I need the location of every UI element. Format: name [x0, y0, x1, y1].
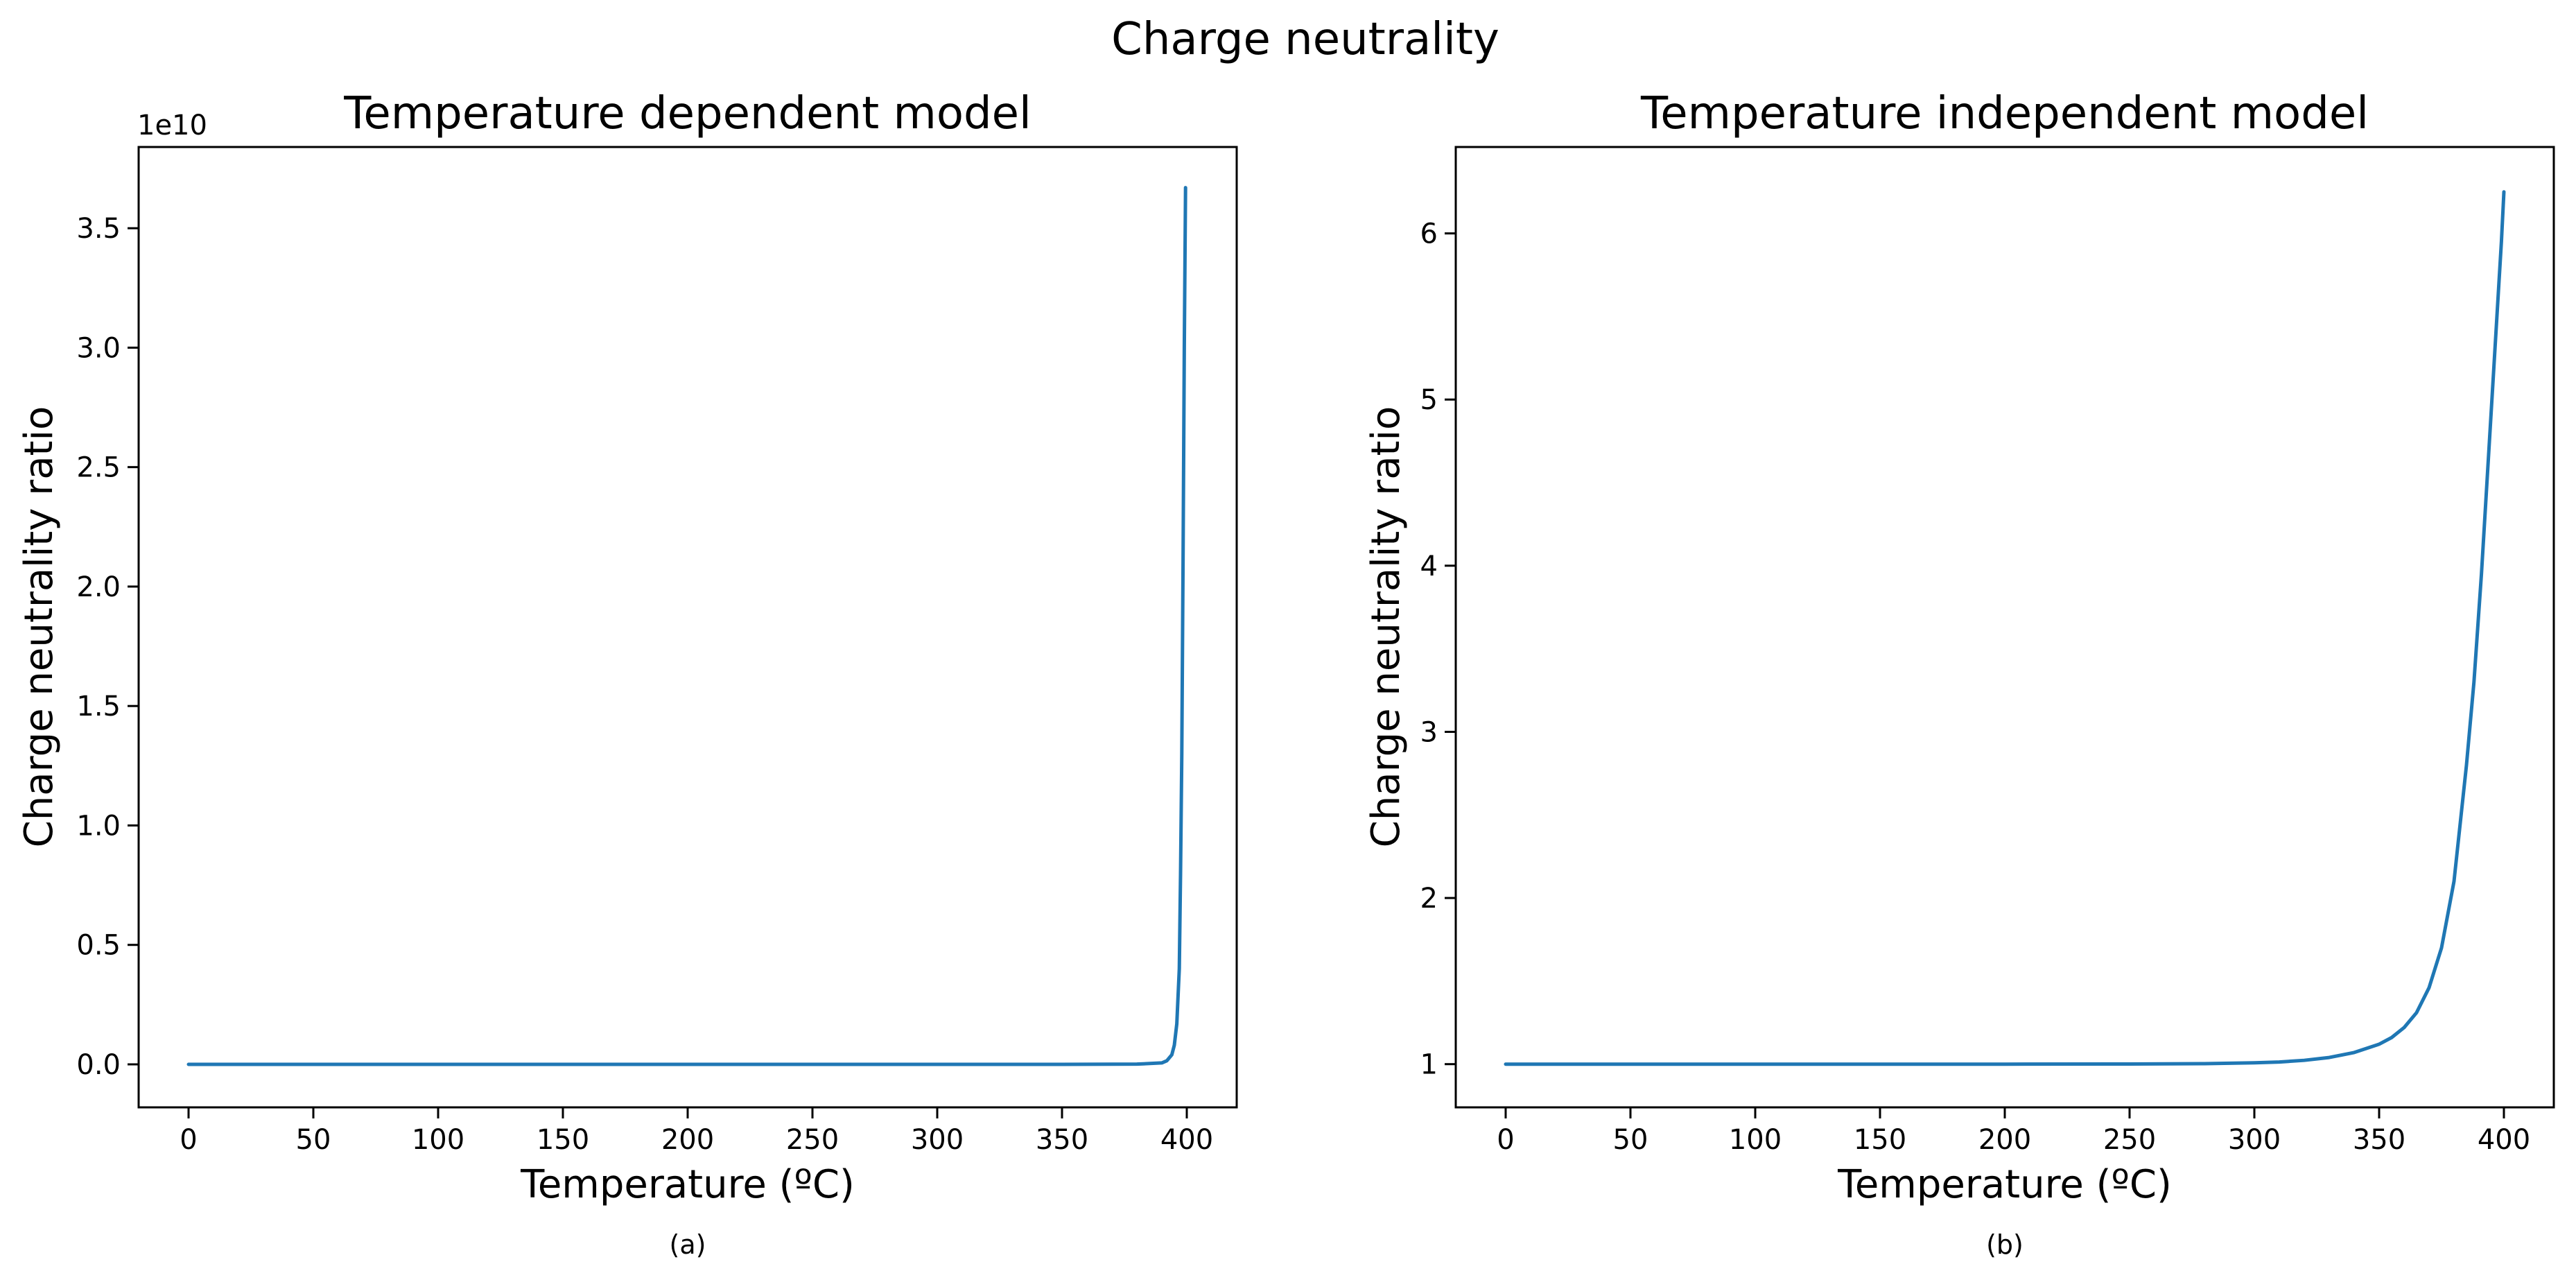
- y-ticks: 1 2 3 4 5 6: [1420, 218, 1456, 1081]
- x-axis-label: Temperature (ºC): [1837, 1162, 2172, 1207]
- x-tick-label: 150: [1854, 1124, 1906, 1156]
- y-offset-label: 1e10: [137, 110, 207, 141]
- x-tick-label: 0: [1497, 1124, 1514, 1156]
- x-ticks: 0 50 100 150 200 250 300 350 400: [180, 1107, 1213, 1156]
- x-tick-label: 300: [911, 1124, 964, 1156]
- x-tick-label: 200: [1978, 1124, 2031, 1156]
- series-line: [1504, 190, 2506, 1066]
- y-tick-label: 3.5: [76, 213, 121, 245]
- y-tick-label: 2.5: [76, 452, 121, 484]
- x-tick-label: 350: [2353, 1124, 2405, 1156]
- x-tick-label: 50: [296, 1124, 331, 1156]
- panel-temperature-dependent: 0 50 100 150 200 250 300 350 400 0.0 0.5 1.0 1.5 2.0…: [17, 88, 1238, 1260]
- panel-caption: (a): [670, 1229, 706, 1260]
- panel-temperature-independent: 0 50 100 150 200 250 300 350 400 1 2 3 4 5 6 Temperat…: [1364, 88, 2555, 1260]
- y-tick-label: 1.5: [76, 691, 121, 723]
- series-curves: [186, 186, 1187, 1066]
- y-tick-label: 0.5: [76, 930, 121, 962]
- x-tick-label: 350: [1036, 1124, 1088, 1156]
- y-tick-label: 1.0: [76, 810, 121, 842]
- y-tick-label: 1: [1420, 1049, 1438, 1081]
- y-tick-label: 2.0: [76, 571, 121, 603]
- y-axis-label: Charge neutrality ratio: [17, 406, 62, 848]
- y-ticks: 0.0 0.5 1.0 1.5 2.0 2.5 3.0 3.5: [76, 213, 139, 1081]
- x-tick-label: 200: [661, 1124, 714, 1156]
- x-ticks: 0 50 100 150 200 250 300 350 400: [1497, 1107, 2530, 1156]
- x-tick-label: 400: [2478, 1124, 2530, 1156]
- x-tick-label: 50: [1613, 1124, 1648, 1156]
- plot-area-frame: [1454, 146, 2555, 1109]
- y-tick-label: 4: [1420, 551, 1438, 582]
- x-axis-label: Temperature (ºC): [520, 1162, 855, 1207]
- series-line: [186, 186, 1187, 1066]
- y-tick-label: 5: [1420, 384, 1438, 416]
- x-tick-label: 300: [2228, 1124, 2281, 1156]
- x-tick-label: 100: [412, 1124, 464, 1156]
- y-tick-label: 2: [1420, 883, 1438, 915]
- axes-title: Temperature independent model: [1640, 88, 2369, 139]
- x-tick-label: 0: [180, 1124, 197, 1156]
- plot-area-frame: [137, 146, 1238, 1109]
- y-tick-label: 6: [1420, 218, 1438, 250]
- y-tick-label: 3: [1420, 716, 1438, 748]
- axes-title: Temperature dependent model: [343, 88, 1032, 139]
- panel-caption: (b): [1986, 1229, 2024, 1260]
- y-axis-label: Charge neutrality ratio: [1364, 406, 1409, 848]
- x-tick-label: 150: [537, 1124, 589, 1156]
- x-tick-label: 100: [1729, 1124, 1782, 1156]
- y-tick-label: 3.0: [76, 332, 121, 364]
- y-tick-label: 0.0: [76, 1049, 121, 1081]
- figure-suptitle: Charge neutrality: [1111, 14, 1499, 65]
- series-curves: [1504, 190, 2506, 1066]
- x-tick-label: 250: [786, 1124, 839, 1156]
- x-tick-label: 400: [1160, 1124, 1213, 1156]
- x-tick-label: 250: [2103, 1124, 2156, 1156]
